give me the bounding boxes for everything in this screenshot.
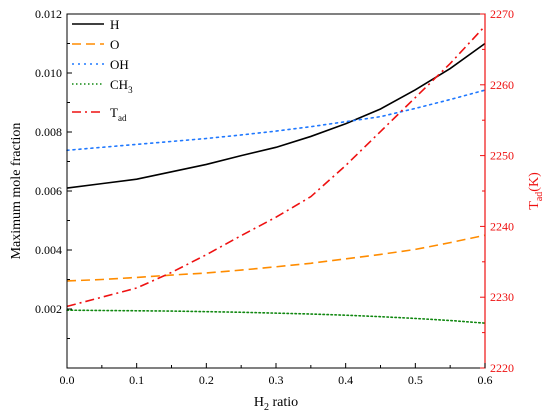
left-axis-ticks: 0.002 0.004 0.006 0.008 0.010 0.012 <box>35 7 72 339</box>
y-tick-label: 0.006 <box>35 184 62 198</box>
legend-label: Tad <box>110 105 127 123</box>
x-axis-label: H2 ratio <box>254 395 298 413</box>
y-tick-label: 0.012 <box>35 7 62 21</box>
y-axis-label: Maximum mole fraction <box>9 123 24 260</box>
right-axis-label-sub: ad <box>534 192 545 201</box>
x-axis-ticks: 0.0 0.1 0.2 0.3 0.4 0.5 0.6 <box>60 363 493 387</box>
right-axis-label-rest: (K) <box>527 172 542 192</box>
y2-tick-label: 2230 <box>490 290 514 304</box>
y-tick-label: 0.010 <box>35 66 62 80</box>
x-tick-label: 0.3 <box>269 373 284 387</box>
x-tick-label: 0.0 <box>60 373 75 387</box>
axes <box>66 13 486 369</box>
x-tick-label: 0.1 <box>129 373 144 387</box>
plot-area <box>66 25 486 324</box>
y2-tick-label: 2220 <box>490 361 514 375</box>
y2-tick-label: 2250 <box>490 149 514 163</box>
series-line-tad <box>66 25 486 308</box>
series-line-oh <box>66 89 486 152</box>
x-tick-label: 0.5 <box>408 373 423 387</box>
legend-label: H <box>110 17 119 32</box>
x-axis-label-rest: ratio <box>269 395 298 410</box>
legend-label: CH3 <box>110 77 133 95</box>
x-tick-label: 0.4 <box>338 373 353 387</box>
right-axis-ticks: 2220 2230 2240 2250 2260 2270 <box>480 7 514 375</box>
right-axis-label-main: T <box>527 201 542 210</box>
y-tick-label: 0.008 <box>35 125 62 139</box>
x-tick-label: 0.6 <box>478 373 493 387</box>
y-tick-label: 0.004 <box>35 243 62 257</box>
plot-frame <box>66 13 486 369</box>
series-line-ch3 <box>66 309 486 324</box>
legend-label: OH <box>110 57 129 72</box>
y-tick-label: 0.002 <box>35 302 62 316</box>
y2-tick-label: 2240 <box>490 219 514 233</box>
x-tick-label: 0.2 <box>199 373 214 387</box>
legend-label: O <box>110 37 119 52</box>
x-axis-label-main: H <box>254 395 264 410</box>
x-axis-label-sub: 2 <box>264 402 269 413</box>
legend: HO OH CH3 Tad <box>72 17 133 123</box>
y2-tick-label: 2270 <box>490 7 514 21</box>
y2-tick-label: 2260 <box>490 78 514 92</box>
right-axis-label: Tad(K) <box>527 172 545 210</box>
series-line-h <box>66 42 486 189</box>
series-line-o <box>66 234 486 282</box>
